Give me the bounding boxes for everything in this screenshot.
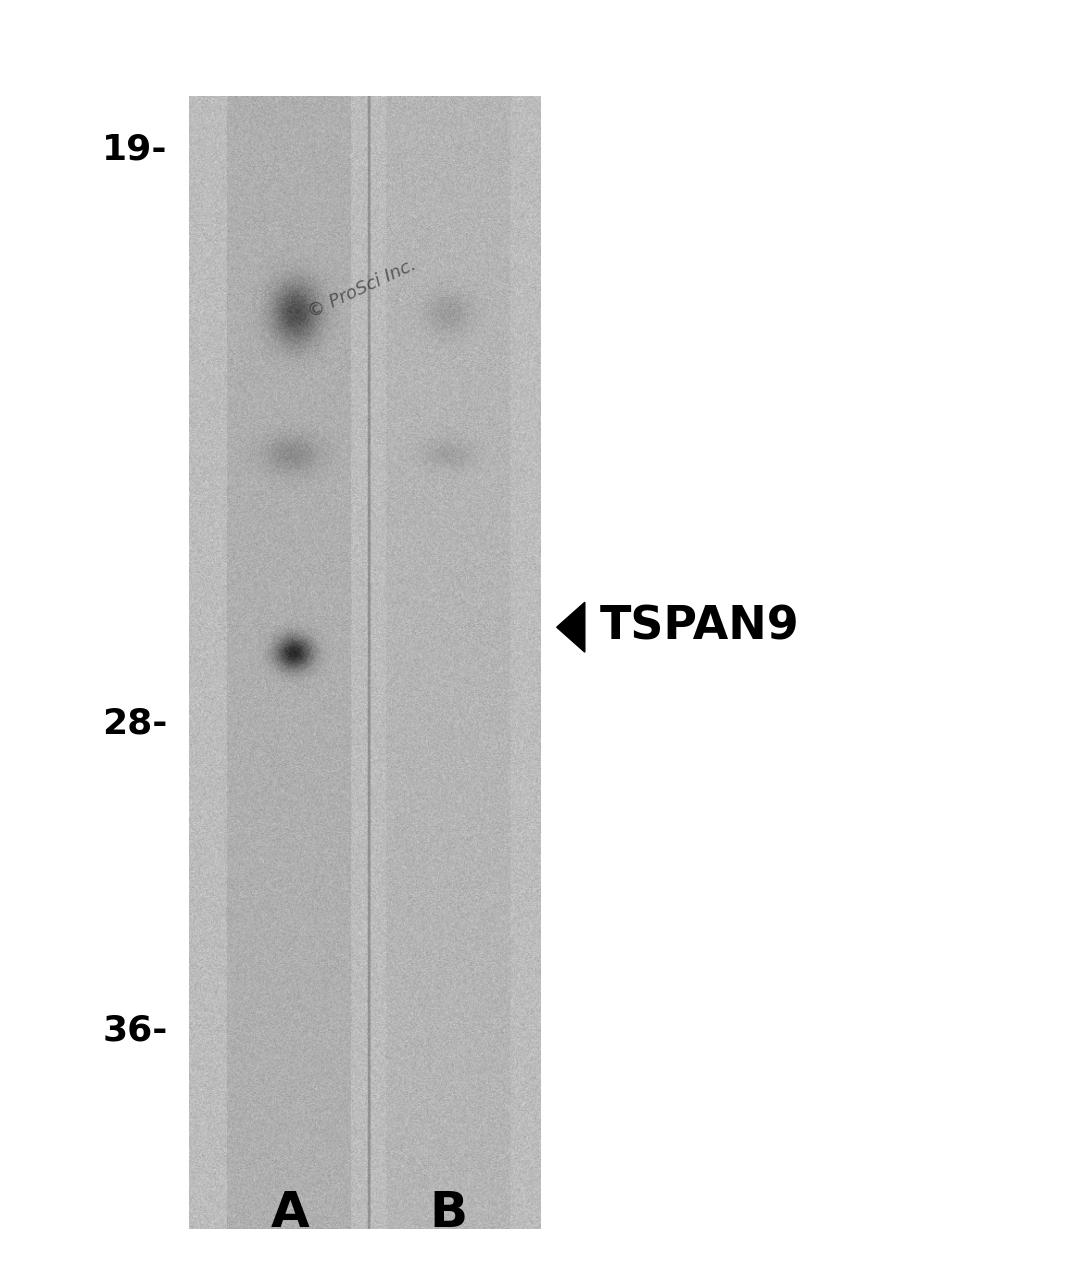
Text: B: B [429, 1189, 468, 1238]
Text: TSPAN9: TSPAN9 [600, 604, 800, 650]
Text: 36-: 36- [103, 1014, 168, 1047]
Text: 28-: 28- [103, 707, 168, 740]
Text: © ProSci Inc.: © ProSci Inc. [305, 255, 419, 321]
Text: 19-: 19- [102, 133, 168, 166]
Polygon shape [557, 603, 585, 653]
Text: A: A [270, 1189, 309, 1238]
